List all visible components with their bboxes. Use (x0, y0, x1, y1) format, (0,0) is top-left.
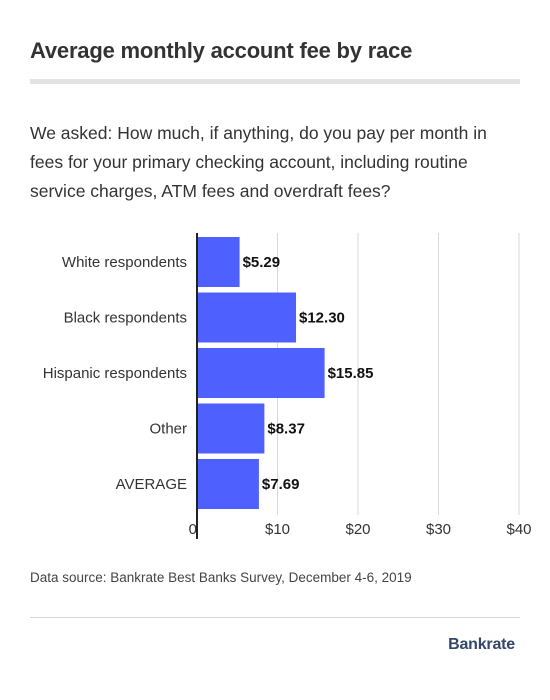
value-labels: $5.29 $12.30 $15.85 $8.37 $7.69 (243, 254, 374, 493)
x-tick-label: 0 (189, 521, 197, 538)
bar (197, 459, 259, 509)
x-tick-labels: 0 $10 $20 $30 $40 (189, 521, 532, 538)
bar (197, 348, 325, 398)
bar-chart: White respondents Black respondents Hispan… (43, 233, 532, 539)
bankrate-logo: Bankrate (448, 636, 515, 653)
x-tick-label: $20 (345, 521, 370, 538)
bar (197, 237, 240, 287)
value-label: $7.69 (262, 476, 300, 493)
category-labels: White respondents Black respondents Hispan… (43, 254, 187, 493)
x-tick-label: $30 (426, 521, 451, 538)
x-tick-label: $10 (265, 521, 290, 538)
chart-title: Average monthly account fee by race (30, 38, 413, 63)
data-source-note: Data source: Bankrate Best Banks Survey,… (30, 570, 412, 585)
value-label: $15.85 (328, 365, 374, 382)
category-label: Hispanic respondents (43, 365, 187, 382)
value-label: $5.29 (243, 254, 281, 271)
bar (197, 403, 265, 454)
bars (197, 237, 325, 509)
x-tick-label: $40 (506, 521, 531, 538)
bar (197, 292, 297, 343)
category-label: Black respondents (64, 310, 187, 327)
value-label: $8.37 (267, 421, 305, 438)
footer-divider (30, 617, 520, 618)
value-label: $12.30 (299, 310, 345, 327)
survey-question: We asked: How much, if anything, do you … (30, 123, 487, 201)
category-label: AVERAGE (116, 476, 187, 493)
title-divider (30, 79, 520, 84)
category-label: White respondents (62, 254, 187, 271)
category-label: Other (149, 421, 187, 438)
